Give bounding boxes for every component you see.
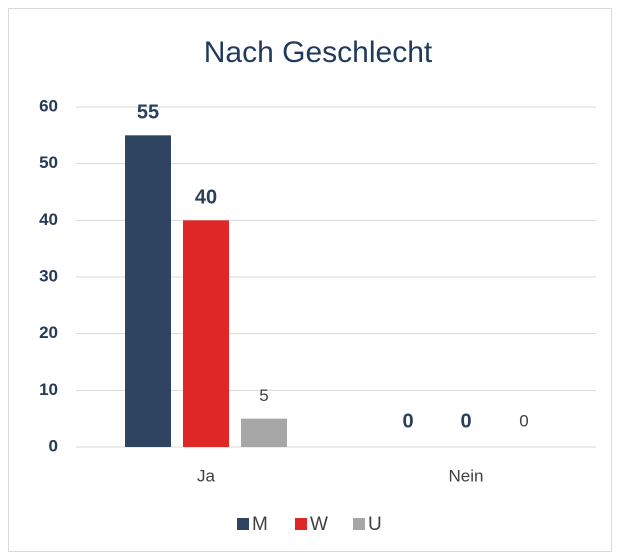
- data-label: 0: [519, 411, 528, 430]
- y-tick-label: 10: [39, 380, 58, 399]
- data-label: 55: [137, 102, 159, 124]
- chart-title: Nach Geschlecht: [204, 36, 433, 69]
- legend-swatch: [353, 518, 365, 530]
- legend-label: M: [252, 514, 268, 535]
- legend-label: W: [310, 514, 328, 535]
- data-label: 0: [402, 410, 413, 432]
- data-label: 40: [195, 187, 217, 209]
- x-tick-label: Nein: [449, 466, 484, 485]
- bar: [125, 135, 171, 448]
- data-label: 0: [460, 410, 471, 432]
- data-label: 5: [259, 386, 268, 405]
- chart-frame: [8, 8, 612, 552]
- y-tick-label: 0: [49, 436, 58, 455]
- bar: [183, 220, 229, 447]
- legend-swatch: [295, 518, 307, 530]
- legend-label: U: [368, 514, 382, 535]
- y-tick-label: 60: [39, 96, 58, 115]
- y-tick-label: 40: [39, 210, 58, 229]
- y-tick-label: 30: [39, 266, 58, 285]
- y-tick-label: 50: [39, 153, 58, 172]
- y-tick-label: 20: [39, 323, 58, 342]
- x-tick-label: Ja: [197, 466, 216, 485]
- legend-swatch: [237, 518, 249, 530]
- bar: [241, 418, 287, 447]
